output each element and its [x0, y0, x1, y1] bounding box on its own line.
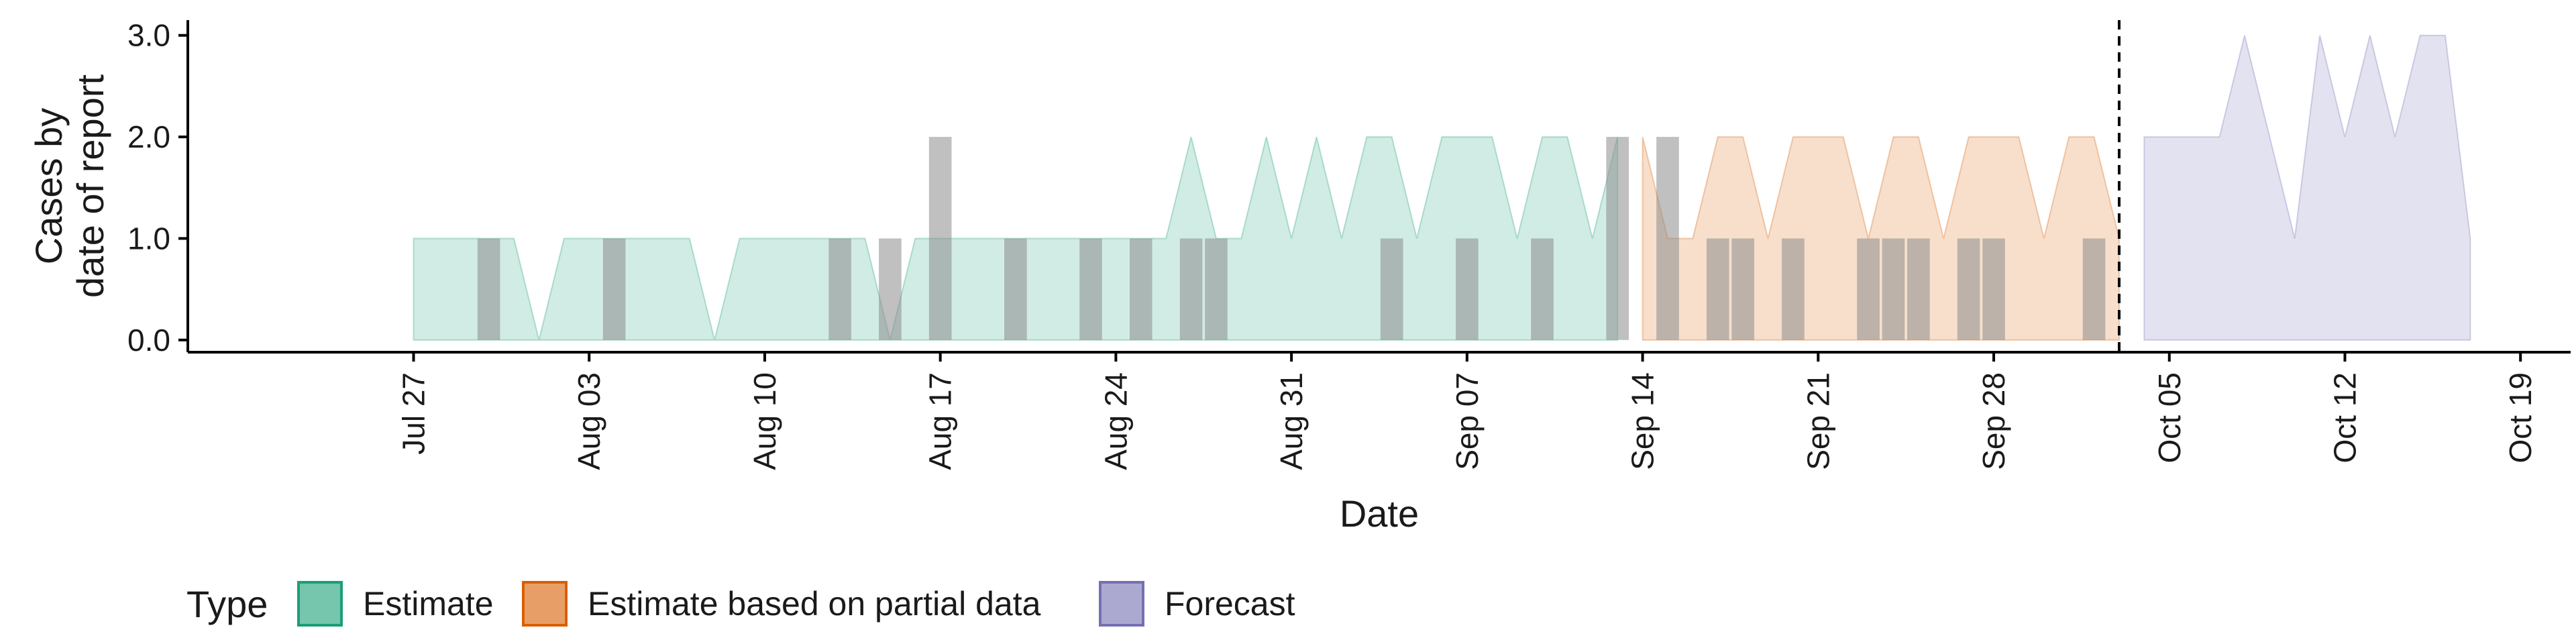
series-area-layer	[413, 34, 2471, 341]
legend-label: Estimate based on partial data	[588, 585, 1041, 623]
legend-title: Type	[186, 583, 268, 625]
reported-case-bar	[1004, 238, 1027, 340]
x-tick-label: Aug 31	[1274, 372, 1309, 470]
x-tick-label: Oct 05	[2152, 372, 2187, 464]
reported-case-bar	[1907, 238, 1930, 340]
reported-case-bar	[2082, 238, 2106, 340]
x-tick-label: Aug 03	[572, 372, 606, 470]
reported-case-bar	[1782, 238, 1805, 340]
x-tick-label: Sep 14	[1625, 372, 1660, 470]
x-tick-label: Sep 28	[1976, 372, 2011, 470]
reported-case-bar	[1957, 238, 1980, 340]
reported-case-bar	[602, 238, 626, 340]
legend-swatch	[297, 581, 343, 627]
x-axis-ticks: Jul 27 Aug 03 Aug 10 Aug 17 Aug 24 Aug 31 Sep …	[396, 352, 2538, 470]
x-tick-label: Sep 07	[1450, 372, 1485, 470]
y-tick-label: 2.0	[127, 119, 170, 154]
x-tick-label: Aug 17	[923, 372, 958, 470]
x-tick-label: Aug 10	[747, 372, 782, 470]
reported-case-bar	[1706, 238, 1729, 340]
reported-case-bar	[1205, 238, 1228, 340]
reported-case-bar	[1656, 137, 1679, 340]
reported-case-bar	[1882, 238, 1905, 340]
y-axis-ticks: 0.0 1.0 2.0 3.0	[127, 18, 188, 358]
reported-case-bar	[1129, 238, 1152, 340]
y-tick-label: 1.0	[127, 221, 170, 256]
y-axis-title: Cases bydate of report	[28, 74, 111, 299]
legend: Type Estimate Estimate based on partial d…	[186, 581, 1295, 627]
y-axis-title-line: date of report	[69, 74, 111, 299]
x-tick-label: Oct 19	[2503, 372, 2538, 464]
reported-case-bar	[1982, 238, 2005, 340]
reported-case-bar	[879, 238, 902, 340]
reported-case-bar	[1456, 238, 1479, 340]
reported-case-bar	[1179, 238, 1203, 340]
y-axis-title-line: Cases by	[28, 108, 70, 264]
reported-case-bar	[1857, 238, 1880, 340]
reported-case-bar	[928, 137, 952, 340]
legend-swatch	[1099, 581, 1144, 627]
reported-case-bar	[1380, 238, 1403, 340]
reported-case-bar	[1731, 238, 1754, 340]
legend-swatch	[522, 581, 568, 627]
reported-cases-bars	[477, 137, 2106, 340]
reported-case-bar	[477, 238, 500, 340]
reported-case-bar	[1531, 238, 1554, 340]
reported-case-bar	[1606, 137, 1629, 340]
x-tick-label: Aug 24	[1098, 372, 1133, 470]
x-tick-label: Sep 21	[1801, 372, 1835, 470]
y-tick-label: 3.0	[127, 18, 170, 53]
legend-label: Forecast	[1165, 585, 1295, 623]
x-axis-title: Date	[1340, 492, 1419, 535]
reported-case-bar	[1079, 238, 1102, 340]
reported-case-bar	[828, 238, 851, 340]
y-tick-label: 0.0	[127, 323, 170, 358]
axes	[186, 20, 2571, 354]
legend-label: Estimate	[363, 585, 494, 623]
x-tick-label: Jul 27	[396, 372, 431, 455]
series-area-3	[2143, 34, 2471, 341]
x-tick-label: Oct 12	[2327, 372, 2362, 464]
